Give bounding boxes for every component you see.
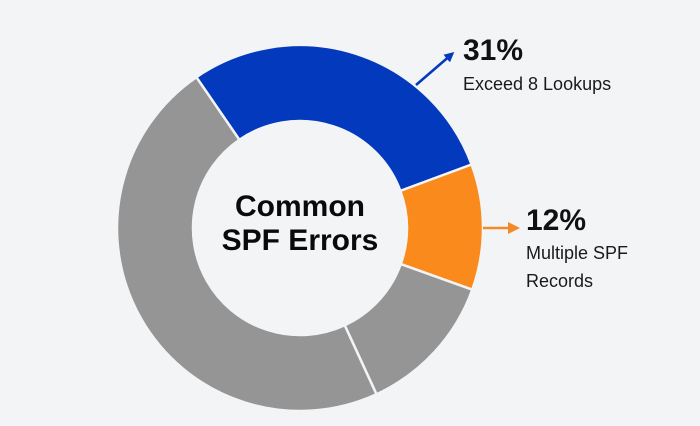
center-title-line1: Common (235, 190, 365, 223)
annotation-description-line1: Multiple SPF (526, 243, 629, 263)
center-title-line2: SPF Errors (221, 224, 379, 257)
annotation-description: Exceed 8 Lookups (463, 74, 612, 94)
annotation-description-line2: Records (526, 271, 594, 291)
annotation-exceed-lookups: 31% Exceed 8 Lookups (463, 35, 611, 96)
annotation-percent: 12% (526, 204, 587, 237)
annotation-percent: 31% (463, 34, 524, 67)
donut-slice (195, 43, 473, 193)
center-title: Common SPF Errors (200, 190, 400, 258)
donut-slices (115, 43, 485, 413)
blue-arrow-icon (415, 52, 455, 86)
donut-slice (115, 75, 378, 413)
annotation-multiple-records: 12% Multiple SPF Records (526, 205, 686, 293)
